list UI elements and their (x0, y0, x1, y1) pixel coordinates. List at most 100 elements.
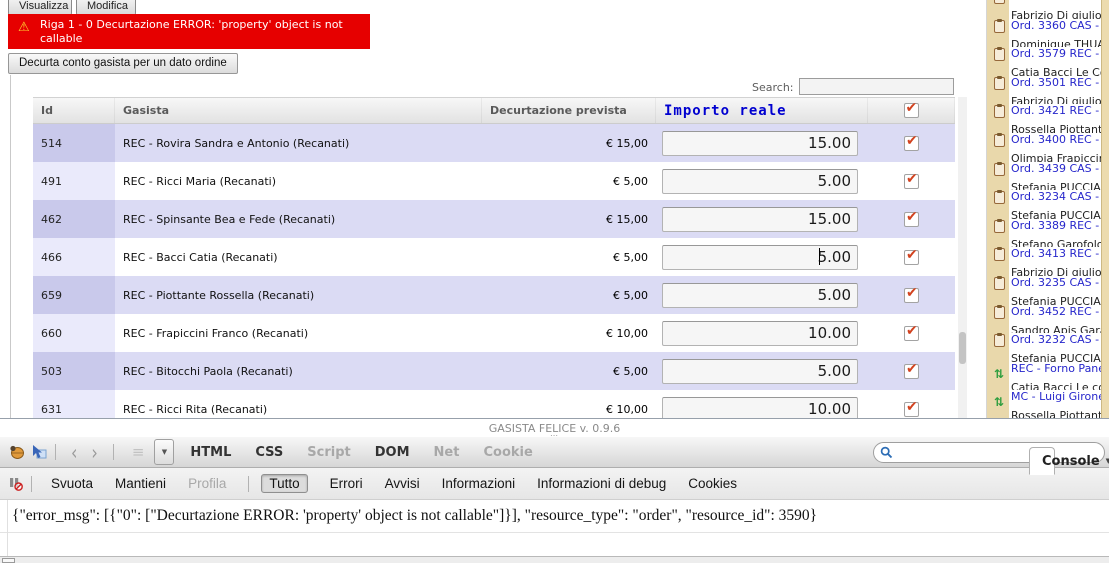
forward-icon[interactable]: › (91, 439, 98, 465)
cell-decurtazione: € 10,00 (606, 402, 648, 416)
importo-input[interactable] (662, 244, 858, 270)
inspect-icon[interactable] (31, 444, 47, 460)
back-icon[interactable]: ‹ (71, 439, 78, 465)
table-row: 462 REC - Spinsante Bea e Fede (Recanati… (33, 200, 955, 238)
importo-input[interactable] (662, 320, 858, 346)
importo-input[interactable] (662, 206, 858, 232)
decurta-button[interactable]: Decurta conto gasista per un dato ordine (8, 53, 238, 74)
firebug-tab[interactable]: CSS (255, 444, 284, 460)
importo-input[interactable] (662, 358, 858, 384)
order-subtext: Stefania PUCCIARE (1011, 352, 1101, 362)
cell-checkbox (868, 247, 955, 265)
order-subtext: Fabrizio Di giulio (1011, 94, 1101, 105)
firebug-tab[interactable]: HTML (190, 444, 232, 460)
row-checkbox[interactable] (904, 323, 919, 341)
search-input[interactable] (799, 78, 954, 95)
table-row: 631 REC - Ricci Rita (Recanati) € 10,00 (33, 390, 955, 418)
table-row: 660 REC - Frapiccini Franco (Recanati) €… (33, 314, 955, 352)
cell-checkbox (868, 323, 955, 341)
cell-importo (656, 314, 868, 352)
row-checkbox[interactable] (904, 133, 919, 151)
cell-id: 503 (33, 352, 115, 390)
command-line-icon[interactable] (2, 558, 15, 563)
firebug-tab[interactable]: Cookie (483, 444, 533, 460)
table-row: 514 REC - Rovira Sandra e Antonio (Recan… (33, 124, 955, 162)
order-link[interactable]: Ord. 3235 CAS - I (1011, 275, 1101, 289)
row-checkbox[interactable] (904, 285, 919, 303)
firebug-filter-button[interactable]: Svuota (51, 476, 94, 491)
select-all-checkbox[interactable] (903, 100, 919, 118)
toolbar-separator (31, 475, 32, 492)
orders-sidebar: Ord. 3543 REC - A Fabrizio Di giulio Ord… (986, 0, 1109, 418)
search-icon (880, 446, 893, 459)
order-link[interactable]: REC - Forno Pane (1011, 361, 1101, 375)
console-log-line[interactable]: {"error_msg": [{"0": ["Decurtazione ERRO… (0, 500, 1109, 533)
order-link[interactable]: Ord. 3543 REC - A (1011, 0, 1101, 4)
order-subtext: Dominique THUAL (1011, 37, 1101, 48)
row-checkbox[interactable] (904, 361, 919, 379)
importo-input[interactable] (662, 396, 858, 418)
firebug-filters: Svuota Mantieni Profila Tutto Errori Avv… (40, 474, 748, 493)
order-link[interactable]: Ord. 3452 REC - C (1011, 304, 1101, 318)
cell-checkbox (868, 171, 955, 189)
order-link[interactable]: Ord. 3400 REC - C (1011, 132, 1101, 146)
firebug-filter-button[interactable]: Informazioni (441, 476, 516, 491)
order-subtext: Catia Bacci Le cor (1011, 380, 1101, 391)
disable-break-icon[interactable] (8, 476, 23, 491)
search-label: Search: (752, 81, 794, 94)
header-decurtazione[interactable]: Decurtazione prevista (482, 98, 656, 123)
order-link[interactable]: MC - Luigi Girone (1011, 390, 1101, 404)
cell-decurtazione: € 15,00 (606, 136, 648, 150)
order-link[interactable]: Ord. 3232 CAS - I (1011, 333, 1101, 347)
order-link[interactable]: Ord. 3360 CAS - D (1011, 18, 1101, 32)
main-scrollbar-track[interactable] (958, 97, 967, 418)
header-gasista[interactable]: Gasista (115, 98, 482, 123)
cell-gasista: REC - Frapiccini Franco (Recanati) (123, 326, 309, 340)
order-link[interactable]: Ord. 3413 REC - C (1011, 247, 1101, 261)
firebug-filter-button[interactable]: Mantieni (115, 476, 167, 491)
row-checkbox[interactable] (904, 209, 919, 227)
importo-input[interactable] (662, 282, 858, 308)
importo-input[interactable] (662, 130, 858, 156)
firebug-tab[interactable]: Script (307, 444, 351, 460)
row-checkbox[interactable] (904, 247, 919, 265)
firebug-filter-button[interactable]: Cookies (688, 476, 738, 491)
order-link[interactable]: Ord. 3579 REC - F (1011, 47, 1101, 61)
header-id[interactable]: Id (33, 98, 115, 123)
firebug-toolbar: ‹ › ≡ ▼ Console HTML CSS Script DOM Net … (0, 437, 1109, 475)
footer-divider (0, 418, 1109, 419)
header-importo[interactable]: Importo reale (656, 98, 868, 123)
cell-gasista: REC - Spinsante Bea e Fede (Recanati) (123, 212, 336, 226)
clipboard-icon (993, 304, 1005, 319)
firebug-tab[interactable]: Net (433, 444, 460, 460)
clipboard-icon (993, 275, 1005, 290)
toolbar-separator (112, 444, 114, 460)
order-link[interactable]: Ord. 3501 REC - A (1011, 75, 1101, 89)
firebug-filter-button[interactable]: Tutto (248, 474, 308, 493)
order-link[interactable]: Ord. 3439 CAS - I (1011, 161, 1101, 175)
menu-icon[interactable]: ≡ (131, 443, 145, 461)
firebug-filter-button[interactable]: Informazioni di debug (537, 476, 667, 491)
panel-dropdown-button[interactable]: ▼ (154, 439, 175, 465)
firebug-filter-button[interactable]: Avvisi (384, 476, 420, 491)
row-checkbox[interactable] (904, 399, 919, 417)
importo-input[interactable] (662, 168, 858, 194)
firebug-tab[interactable]: Console (1029, 447, 1100, 475)
row-checkbox[interactable] (904, 171, 919, 189)
cell-gasista: REC - Bitocchi Paola (Recanati) (123, 364, 293, 378)
firebug-icon[interactable] (8, 444, 25, 460)
sidebar-order-item: Ord. 3400 REC - C Olimpia Frapiccini (987, 132, 1101, 162)
order-link[interactable]: Ord. 3421 REC - L (1011, 104, 1101, 118)
order-link[interactable]: Ord. 3234 CAS - I (1011, 190, 1101, 204)
firebug-tab[interactable]: DOM (374, 444, 410, 460)
cell-importo (656, 200, 868, 238)
main-scrollbar-thumb[interactable] (959, 332, 966, 364)
cell-importo (656, 238, 868, 276)
order-link[interactable]: Ord. 3389 REC - A (1011, 218, 1101, 232)
table-header: Id Gasista Decurtazione prevista Importo… (33, 97, 955, 124)
firebug-filter-button[interactable]: Errori (329, 476, 363, 491)
sidebar-order-item: Ord. 3232 CAS - I Stefania PUCCIARE (987, 333, 1101, 362)
firebug-splitter[interactable]: ⋯ (550, 431, 559, 440)
firebug-filter-button[interactable]: Profila (188, 476, 227, 491)
error-text: Riga 1 - 0 Decurtazione ERROR: 'property… (40, 18, 343, 45)
